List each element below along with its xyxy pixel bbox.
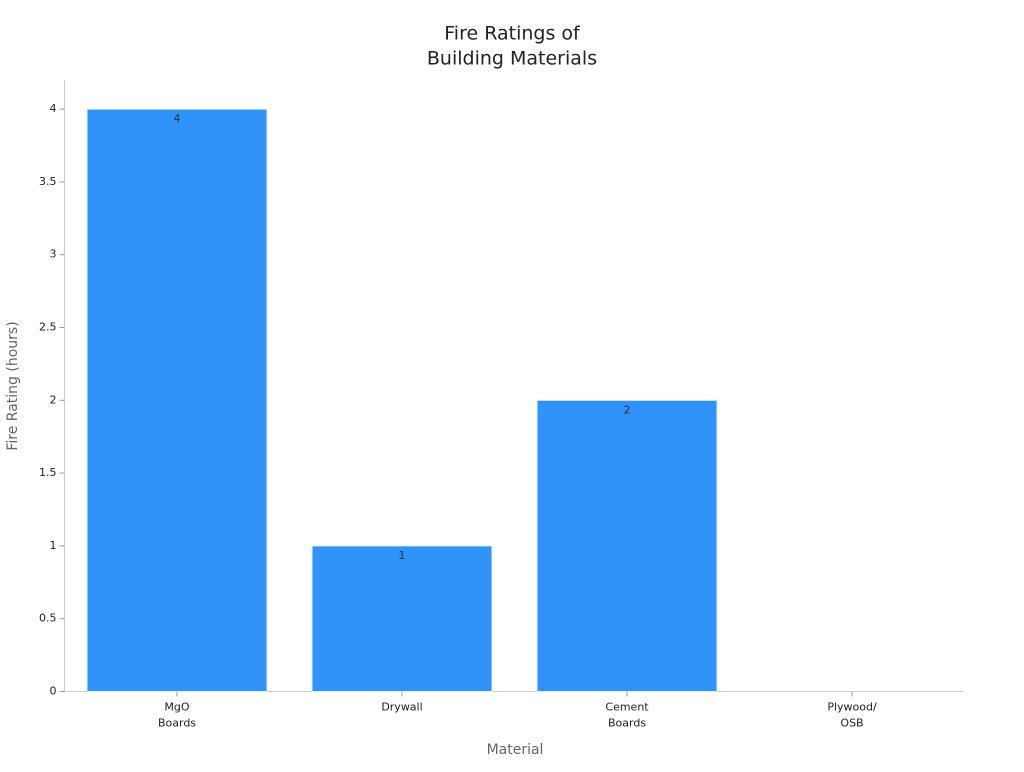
y-tick-label: 2 xyxy=(50,393,57,406)
y-tick-label: 3 xyxy=(50,248,57,261)
x-tick-label: Boards xyxy=(158,717,196,730)
data-label: 4 xyxy=(174,112,181,125)
y-tick-label: 1 xyxy=(50,539,57,552)
bar xyxy=(311,545,493,693)
y-tick-label: 0 xyxy=(50,685,57,698)
chart-title: Building Materials xyxy=(427,48,597,70)
y-tick-label: 0.5 xyxy=(39,612,57,625)
x-tick-label: Plywood/ xyxy=(827,701,877,714)
y-tick-label: 3.5 xyxy=(39,175,57,188)
data-label: 2 xyxy=(624,403,631,416)
x-axis-label: Material xyxy=(487,742,544,758)
x-tick-label: MgO xyxy=(164,701,189,714)
x-tick-label: OSB xyxy=(840,717,863,730)
x-tick-label: Boards xyxy=(608,717,646,730)
y-tick-label: 1.5 xyxy=(39,466,57,479)
data-label: 1 xyxy=(399,549,406,562)
bar xyxy=(86,108,268,693)
x-tick-label: Drywall xyxy=(381,701,422,714)
y-axis-label: Fire Rating (hours) xyxy=(5,321,21,450)
bar xyxy=(536,399,718,692)
y-tick-label: 2.5 xyxy=(39,321,57,334)
x-tick-label: Cement xyxy=(605,701,649,714)
y-tick-label: 4 xyxy=(50,102,57,115)
chart-title: Fire Ratings of xyxy=(444,23,581,45)
